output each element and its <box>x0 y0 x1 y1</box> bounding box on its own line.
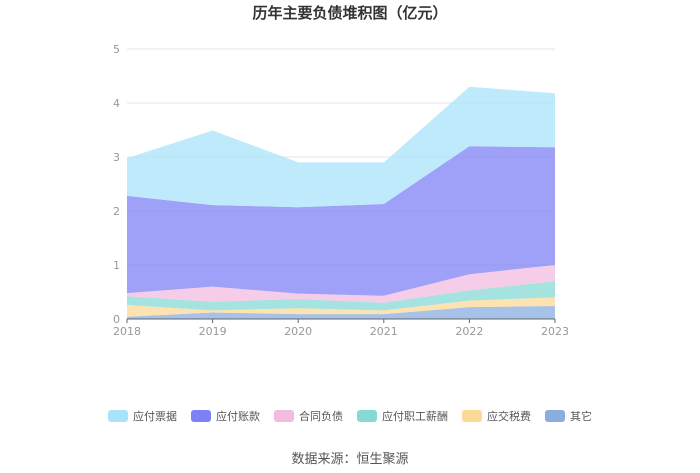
legend-label: 应付职工薪酬 <box>382 410 448 423</box>
legend-item[interactable]: 应付票据 <box>108 408 177 424</box>
legend-swatch <box>357 410 377 422</box>
legend-swatch <box>462 410 482 422</box>
stacked-area-chart: 0 1 2 3 4 5 2018 2019 2020 2021 2022 2023 <box>113 43 569 338</box>
y-tick-label: 2 <box>113 205 120 218</box>
y-tick-label: 0 <box>113 313 120 326</box>
y-tick-label: 5 <box>113 43 120 56</box>
legend-label: 应交税费 <box>487 410 531 423</box>
x-tick-label: 2019 <box>199 325 227 338</box>
legend-item[interactable]: 应付职工薪酬 <box>357 408 448 424</box>
x-tick-label: 2020 <box>284 325 312 338</box>
y-tick-label: 4 <box>113 97 120 110</box>
source-text: 数据来源：恒生聚源 <box>291 452 409 467</box>
area-series-0 <box>127 306 555 319</box>
legend-item[interactable]: 其它 <box>545 408 592 424</box>
legend-swatch <box>545 410 565 422</box>
legend-label: 应付账款 <box>216 410 260 423</box>
legend-label: 应付票据 <box>133 410 177 423</box>
legend-swatch <box>191 410 211 422</box>
legend-item[interactable]: 应付账款 <box>191 408 260 424</box>
legend-swatch <box>108 410 128 422</box>
y-tick-label: 1 <box>113 259 120 272</box>
x-tick-label: 2021 <box>370 325 398 338</box>
area-series-3 <box>127 265 555 303</box>
y-axis-ticks: 0 1 2 3 4 5 <box>113 43 120 326</box>
x-axis-ticks: 2018 2019 2020 2021 2022 2023 <box>113 319 569 338</box>
area-series-2 <box>127 281 555 311</box>
legend-item[interactable]: 应交税费 <box>462 408 531 424</box>
x-tick-label: 2018 <box>113 325 141 338</box>
chart-title: 历年主要负债堆积图（亿元） <box>252 4 448 22</box>
legend-label: 其它 <box>570 410 592 423</box>
area-series <box>127 86 555 319</box>
legend-swatch <box>274 410 294 422</box>
y-tick-label: 3 <box>113 151 120 164</box>
area-series-5 <box>127 86 555 208</box>
x-tick-label: 2023 <box>541 325 569 338</box>
legend-label: 合同负债 <box>299 410 343 423</box>
legend: 应付票据 应付账款 合同负债 应付职工薪酬 应交税费 其它 <box>0 408 700 424</box>
x-tick-label: 2022 <box>455 325 483 338</box>
area-series-1 <box>127 297 555 317</box>
legend-item[interactable]: 合同负债 <box>274 408 343 424</box>
area-series-4 <box>127 146 555 296</box>
